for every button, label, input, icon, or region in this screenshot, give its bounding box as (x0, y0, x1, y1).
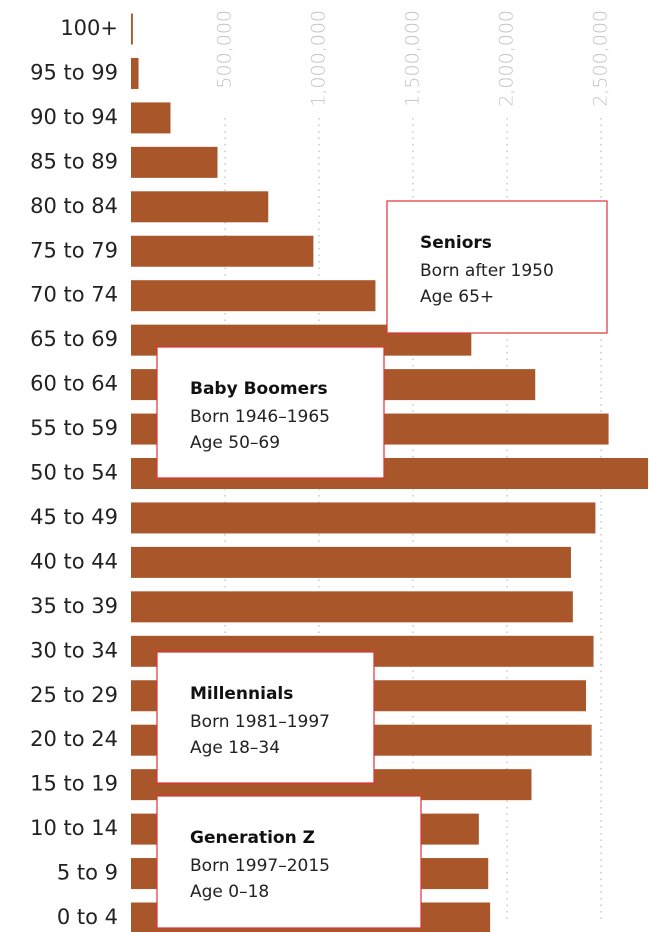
annotation-line: Born 1997–2015 (190, 856, 330, 876)
annotation-title: Millennials (190, 684, 293, 704)
x-tick-label: 2,000,000 (496, 10, 518, 107)
bar (131, 591, 573, 623)
category-label: 80 to 84 (30, 194, 118, 218)
annotation-box (386, 200, 608, 334)
category-label: 90 to 94 (30, 105, 118, 129)
bar (131, 191, 269, 223)
x-tick-label: 1,000,000 (308, 10, 330, 107)
category-label: 25 to 29 (30, 683, 118, 707)
category-label: 95 to 99 (30, 60, 118, 84)
annotation-line: Age 65+ (420, 287, 494, 307)
annotation-title: Generation Z (190, 828, 315, 848)
category-label: 20 to 24 (30, 727, 118, 751)
bar (131, 546, 571, 578)
annotation-box (156, 795, 422, 929)
category-label: 60 to 64 (30, 372, 118, 396)
category-label: 40 to 44 (30, 549, 118, 573)
category-label: 100+ (60, 16, 118, 40)
annotation-title: Seniors (420, 233, 492, 253)
category-label: 15 to 19 (30, 772, 118, 796)
x-tick-label: 1,500,000 (402, 10, 424, 107)
category-label: 65 to 69 (30, 327, 118, 351)
category-label: 10 to 14 (30, 816, 118, 840)
category-label: 0 to 4 (57, 905, 118, 929)
category-label: 50 to 54 (30, 461, 118, 485)
annotation-line: Age 0–18 (190, 882, 269, 902)
annotation-line: Age 50–69 (190, 433, 280, 453)
category-label: 75 to 79 (30, 238, 118, 262)
annotation-line: Born 1981–1997 (190, 712, 330, 732)
bar (131, 502, 596, 534)
bar (131, 146, 218, 178)
bar (131, 235, 314, 267)
bar (131, 280, 376, 312)
annotation-box (156, 651, 375, 784)
category-label: 35 to 39 (30, 594, 118, 618)
category-label: 45 to 49 (30, 505, 118, 529)
bar (131, 102, 171, 134)
category-label: 30 to 34 (30, 638, 118, 662)
annotation-line: Born after 1950 (420, 261, 554, 281)
category-label: 85 to 89 (30, 149, 118, 173)
category-label: 5 to 9 (57, 861, 118, 885)
category-label: 70 to 74 (30, 283, 118, 307)
x-tick-label: 500,000 (214, 10, 236, 89)
annotation-title: Baby Boomers (190, 379, 328, 399)
bar (131, 57, 139, 89)
x-tick-label: 2,500,000 (590, 10, 612, 107)
annotation-line: Age 18–34 (190, 738, 280, 758)
bar (131, 13, 133, 45)
annotation-line: Born 1946–1965 (190, 407, 330, 427)
annotation-box (156, 346, 385, 479)
category-label: 55 to 59 (30, 416, 118, 440)
